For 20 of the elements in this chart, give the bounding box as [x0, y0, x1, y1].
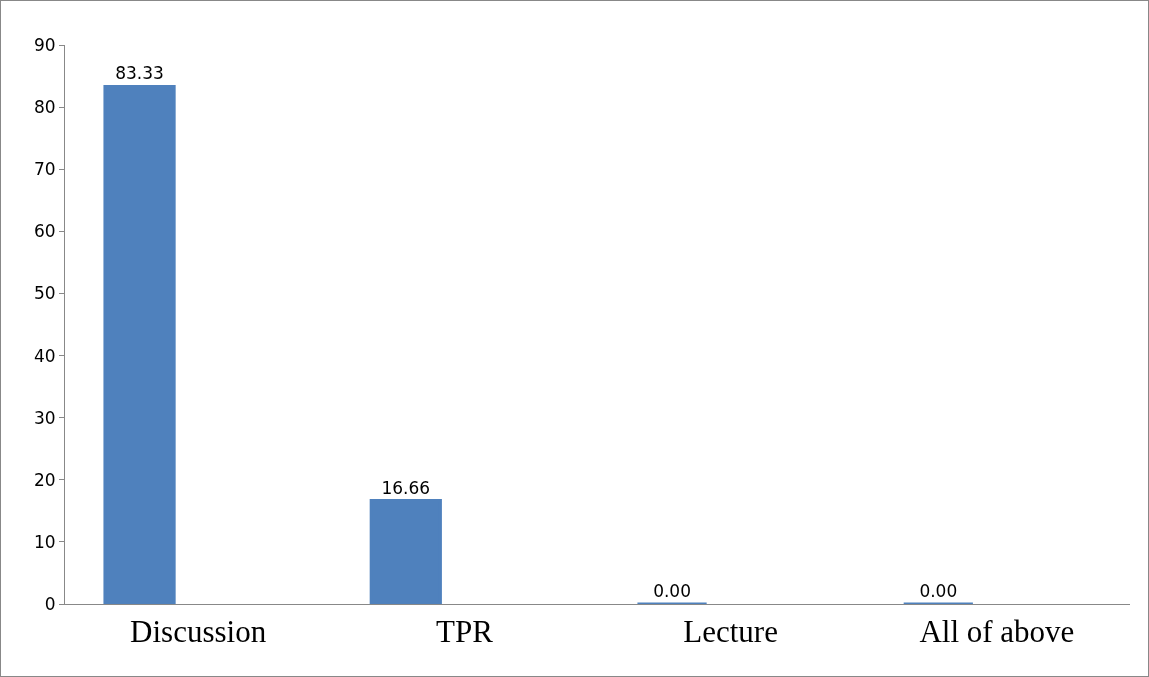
x-tick-label: Lecture — [683, 614, 778, 650]
data-label: 0.00 — [919, 581, 958, 601]
y-tick-label: 20 — [33, 469, 56, 490]
y-tick-label: 40 — [33, 345, 56, 366]
x-tick-label: All of above — [919, 614, 1075, 650]
data-label: 16.66 — [381, 477, 431, 498]
y-tick-label: 0 — [44, 593, 56, 614]
y-tick-label: 70 — [33, 159, 56, 180]
data-label: 0.00 — [653, 581, 691, 601]
x-tick-label: TPR — [435, 614, 494, 650]
data-label: 83.33 — [115, 63, 164, 84]
y-tick-label: 60 — [33, 221, 56, 242]
y-tick-label: 90 — [33, 34, 56, 55]
x-tick-label: Discussion — [130, 614, 267, 650]
bar — [369, 499, 442, 604]
y-tick-label: 50 — [33, 283, 56, 304]
y-tick-label: 80 — [33, 97, 56, 118]
bar — [103, 84, 176, 604]
y-tick-label: 30 — [33, 407, 56, 428]
y-tick-label: 10 — [33, 531, 56, 552]
